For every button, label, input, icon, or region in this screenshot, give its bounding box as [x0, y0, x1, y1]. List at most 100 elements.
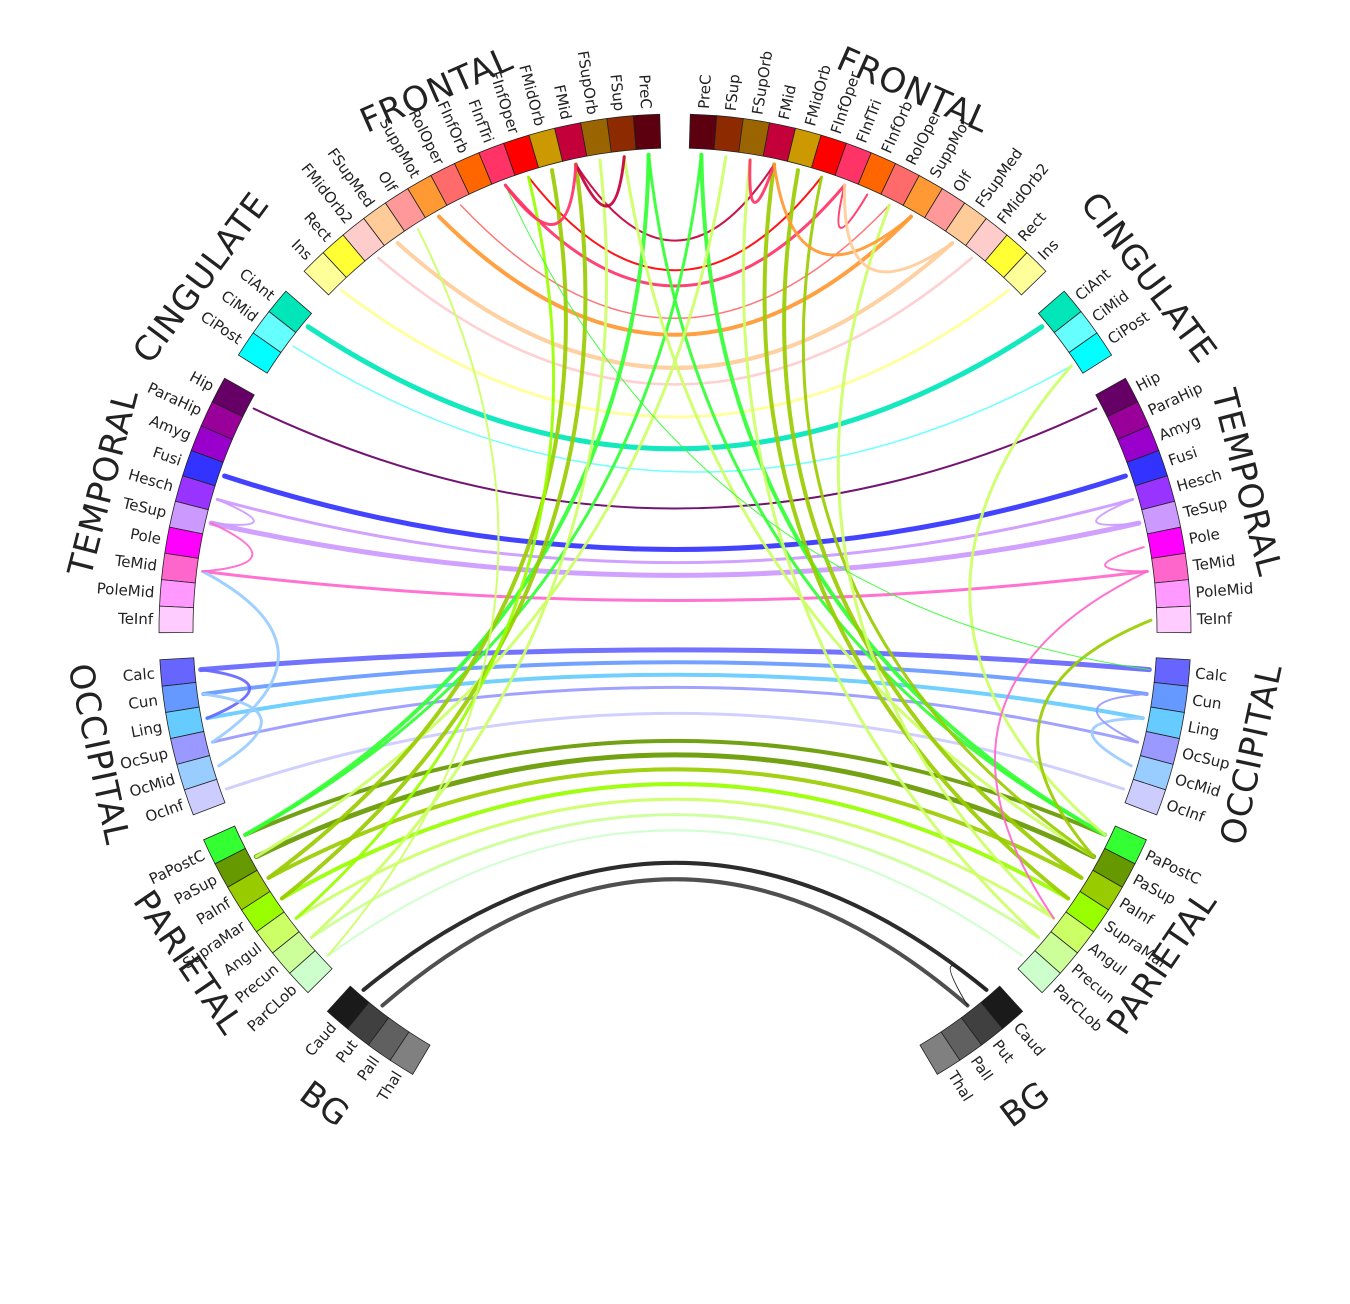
connection-r-fmid-r-fsuporb [748, 158, 776, 204]
segment-l-thal [389, 1031, 431, 1075]
region-label-r-fmidorb: FMidOrb [801, 63, 835, 128]
region-label-r-put: Put [989, 1036, 1018, 1066]
connection-r-caud-r-put [949, 965, 987, 1006]
segment-r-parclob [1017, 950, 1061, 994]
region-label-r-thal: Thal [944, 1067, 977, 1105]
region-label-r-temid: TeMid [1191, 552, 1236, 575]
region-label-l-finftri: FInfTri [465, 97, 498, 146]
connection-r-ocsup-r-cun [1095, 692, 1148, 744]
segment-r-polemid [1154, 579, 1191, 609]
region-label-l-ocinf: OcInf [143, 796, 187, 826]
segment-r-fsup [713, 115, 744, 153]
connection-l-olf-l-parclob [326, 228, 500, 957]
segment-r-ocinf [1124, 778, 1167, 816]
connection-l-hip-r-hip [252, 407, 1098, 510]
connection-l-tesup-r-tesup [208, 520, 1142, 578]
connection-l-prec-l-papostc [243, 152, 651, 837]
region-label-r-cun: Cun [1191, 691, 1223, 713]
segment-r-calc [1153, 657, 1191, 687]
region-label-l-thal: Thal [373, 1068, 406, 1106]
region-label-r-tesup: TeSup [1181, 494, 1229, 522]
connection-l-fmid-r-fmid [574, 163, 776, 242]
connection-l-calc-r-calc [198, 647, 1152, 673]
segment-l-temid [161, 552, 199, 584]
region-label-r-ocmid: OcMid [1173, 770, 1223, 801]
connection-l-prec-r-papostc [647, 153, 1107, 837]
region-label-r-calc: Calc [1194, 664, 1227, 685]
region-label-l-ins: Ins [288, 236, 316, 264]
connection-r-roloper-r-angul [836, 203, 1056, 920]
connection-l-finfoper-r-finfoper [527, 176, 823, 272]
connection-l-finftri-r-finftri [503, 183, 847, 288]
region-label-l-fmidorb: FMidOrb [515, 63, 549, 128]
segment-r-temid [1151, 552, 1189, 584]
region-label-l-fmid: FMid [550, 83, 575, 121]
segment-r-prec [688, 113, 718, 151]
region-label-l-olf: Olf [374, 168, 401, 196]
region-label-l-put: Put [332, 1036, 361, 1066]
connection-l-caud-r-caud [361, 860, 989, 992]
connection-l-finfoper-l-angul [294, 175, 556, 920]
connection-l-cimid-r-cipost [292, 345, 1072, 473]
lobe-label-r-bg: BG [993, 1073, 1058, 1136]
connection-l-roloper-r-roloper [459, 204, 891, 320]
connection-l-painf-r-painf [266, 767, 1084, 880]
region-label-l-fusi: Fusi [150, 443, 184, 470]
region-label-r-ins: Ins [1034, 236, 1062, 264]
region-label-l-pole: Pole [129, 525, 163, 548]
connection-l-fsuporb-l-precun [310, 158, 609, 939]
connection-r-tesup-r-hesch [1095, 498, 1140, 526]
connection-l-cun-r-cun [201, 660, 1149, 696]
connection-l-fusi-r-fusi [222, 473, 1128, 552]
lobe-label-l-bg: BG [292, 1073, 357, 1136]
segment-l-teinf [158, 605, 194, 634]
segment-l-ocinf [183, 778, 226, 816]
connection-l-put-r-put [380, 877, 970, 1008]
segment-l-parclob [289, 950, 333, 994]
region-label-r-amyg: Amyg [1156, 411, 1203, 444]
segment-l-ins [303, 252, 347, 296]
region-label-r-fmid: FMid [775, 83, 800, 121]
region-label-r-fsuporb: FSupOrb [748, 49, 776, 115]
connection-r-cipost-r-papostc [968, 364, 1107, 837]
connection-r-finftri-r-finforb [837, 184, 869, 229]
region-label-l-amyg: Amyg [147, 411, 194, 444]
connection-l-suppmot-r-suppmot [436, 214, 914, 337]
connection-r-finfoper-r-pasup [801, 175, 1096, 859]
region-label-l-hesch: Hesch [126, 465, 175, 495]
region-label-l-fsup: FSup [606, 73, 628, 112]
region-label-r-fsup: FSup [722, 73, 744, 112]
connection-l-ocinf-r-ocinf [224, 712, 1126, 791]
region-ring [158, 113, 1192, 1075]
region-label-r-polemid: PoleMid [1195, 579, 1254, 601]
region-label-l-cun: Cun [127, 691, 159, 713]
connection-l-temid-l-ocsup [201, 569, 280, 744]
segment-r-teinf [1156, 605, 1192, 634]
connection-l-angul-r-angul [294, 797, 1056, 920]
region-label-l-tesup: TeSup [120, 494, 168, 522]
connection-r-suppmot-r-fmid [772, 162, 913, 257]
connection-l-ciant-r-ciant [305, 324, 1045, 452]
connection-r-fsup-l-pasup [254, 155, 728, 859]
region-label-r-ocsup: OcSup [1180, 744, 1231, 773]
connection-l-fmidorb2-r-fmidorb2 [376, 256, 974, 386]
lobe-label-layer: FRONTALCINGULATETEMPORALOCCIPITALPARIETA… [59, 39, 1290, 1136]
connection-l-fsup-r-pasup [622, 155, 1096, 859]
connection-l-parclob-r-parclob [326, 829, 1024, 957]
segment-l-fsup [606, 115, 637, 153]
segment-l-prec [632, 113, 662, 151]
connection-r-temid-r-pole [1104, 546, 1149, 573]
connection-r-fmid-r-supramar [762, 162, 1071, 901]
segment-r-cipost [1068, 332, 1113, 374]
connection-l-fmid-l-supramar [279, 162, 588, 901]
segment-l-cipost [237, 332, 282, 374]
connection-l-temid-l-tesup [201, 522, 254, 573]
region-label-l-calc: Calc [122, 664, 155, 685]
region-label-l-ling: Ling [129, 718, 163, 742]
connection-r-prec-r-papostc [699, 152, 1107, 837]
region-label-r-finftri: FInfTri [853, 97, 886, 146]
region-label-l-temid: TeMid [113, 551, 158, 574]
region-label-r-ling: Ling [1186, 718, 1220, 742]
connection-layer [198, 152, 1153, 1008]
